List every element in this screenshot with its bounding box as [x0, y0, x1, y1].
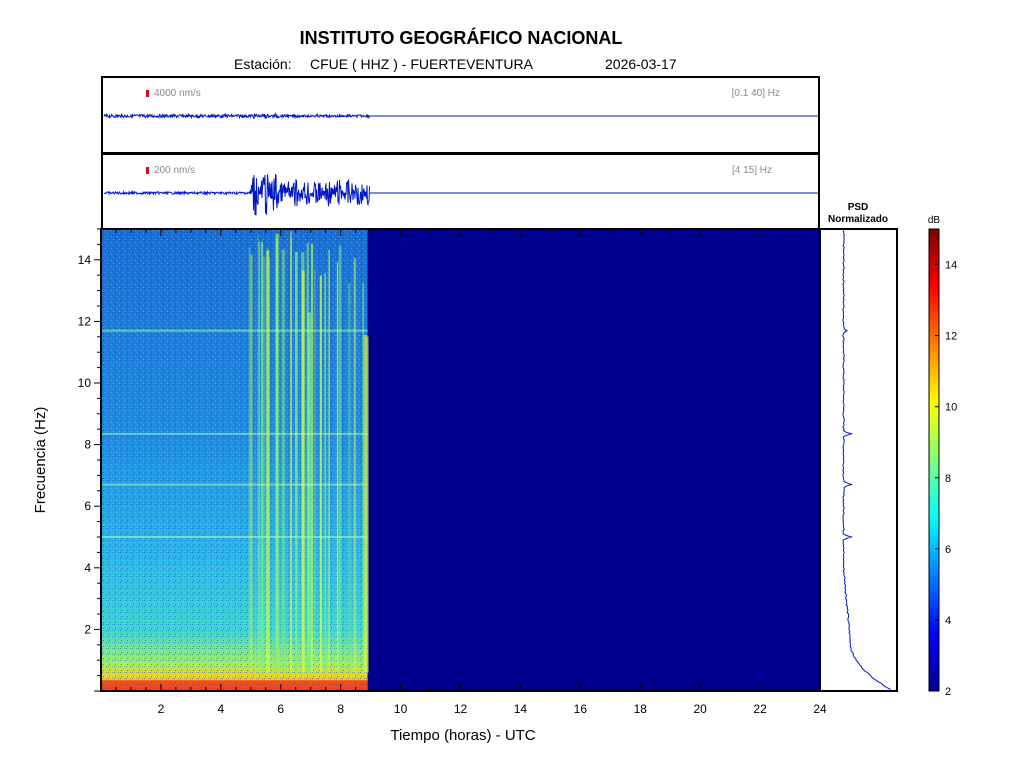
no-data-region [101, 229, 820, 691]
tremor-streak [260, 241, 264, 673]
y-tick-label: 8 [84, 438, 91, 452]
seismogram-trace-broadband [103, 112, 818, 120]
spectral-line [101, 329, 368, 332]
tremor-streak [257, 234, 259, 673]
tremor-streak [301, 252, 305, 673]
tremor-streak [250, 254, 253, 673]
tremor-streak [319, 275, 322, 673]
x-tick-label: 18 [634, 702, 648, 716]
trace-waveform [103, 174, 370, 216]
y-tick-label: 10 [78, 376, 92, 390]
y-tick-label: 6 [84, 499, 91, 513]
seismogram-panel-broadband: 4000 nm/s [0.1 40] Hz [101, 76, 820, 154]
tremor-streak [314, 268, 316, 673]
tremor-streak [275, 234, 279, 673]
spectrogram-noise [101, 229, 368, 691]
psd-frame [819, 228, 898, 692]
tremor-streak [290, 238, 292, 673]
tremor-streak [353, 258, 356, 673]
tremor-streak [308, 337, 310, 673]
colorbar-tick-label: 6 [945, 544, 951, 556]
tremor-streak [266, 250, 270, 673]
colorbar-tick-label: 8 [945, 473, 951, 485]
tremor-streak [338, 245, 342, 673]
colorbar [928, 228, 940, 692]
y-tick-label: 2 [84, 622, 91, 636]
seismogram-trace-filtered [103, 174, 818, 216]
tremor-streak [294, 251, 298, 673]
y-tick-label: 12 [78, 314, 92, 328]
trace-waveform [103, 112, 370, 120]
spectral-line [101, 536, 368, 538]
psd-title-line1: PSD [847, 202, 869, 213]
band-label: [4 15] Hz [731, 165, 772, 176]
tremor-streak [275, 239, 279, 673]
y-tick-label: 4 [84, 561, 91, 575]
colorbar-tick-label: 2 [945, 686, 951, 698]
x-tick-label: 22 [753, 702, 767, 716]
colorbar-tick-label: 14 [945, 260, 957, 272]
tremor-streak [306, 243, 309, 673]
tremor-streak [262, 256, 266, 673]
x-tick-label: 24 [813, 702, 827, 716]
y-tick-label: 14 [78, 253, 92, 267]
psd-curve [842, 228, 891, 690]
x-tick-label: 10 [394, 702, 408, 716]
tremor-streak [275, 233, 279, 673]
tremor-streak [267, 248, 269, 673]
tremor-streak [281, 249, 285, 673]
colorbar-tick-label: 4 [945, 615, 951, 627]
tremor-streak [289, 231, 292, 673]
x-tick-label: 16 [574, 702, 588, 716]
spectral-line [101, 483, 368, 486]
psd-title: PSD Normalizado [820, 202, 896, 226]
tremor-streak [268, 257, 271, 673]
colorbar-tick-label: 12 [945, 331, 957, 343]
low-frequency-band [101, 680, 368, 691]
amplitude-scale-bar [146, 167, 149, 174]
x-tick-label: 14 [514, 702, 528, 716]
chart-title: INSTITUTO GEOGRÁFICO NACIONAL [299, 28, 623, 48]
tremor-streak [248, 247, 251, 673]
x-tick-label: 20 [693, 702, 707, 716]
tremor-streak [348, 283, 351, 673]
station-name: CFUE ( HHZ ) - FUERTEVENTURA [310, 56, 533, 72]
spectral-line [101, 432, 368, 435]
x-tick-label: 2 [158, 702, 165, 716]
tremor-streak [363, 335, 368, 673]
x-tick-label: 12 [454, 702, 468, 716]
colorbar-tick-label: 10 [945, 402, 957, 414]
tremor-streak [336, 262, 339, 673]
amplitude-label: 4000 nm/s [154, 88, 201, 99]
x-tick-label: 6 [277, 702, 284, 716]
seismogram-panel-filtered: 200 nm/s [4 15] Hz [101, 153, 820, 231]
tremor-streak [307, 312, 311, 673]
psd-title-line2: Normalizado [827, 214, 888, 225]
tremor-streak [366, 336, 369, 673]
x-axis-label: Tiempo (horas) - UTC [390, 727, 535, 744]
tremor-streak [258, 241, 260, 673]
tremor-streak [301, 270, 305, 673]
date-label: 2026-03-17 [605, 56, 677, 72]
spectrogram-data-region [101, 229, 368, 691]
station-prefix: Estación: [234, 56, 292, 72]
tremor-streak [328, 249, 331, 673]
spectrogram-frame [100, 228, 821, 692]
tremor-streak [324, 273, 327, 673]
tremor-streak [306, 263, 309, 673]
colorbar-unit: dB [928, 215, 941, 226]
amplitude-scale-bar [146, 90, 149, 97]
band-label: [0.1 40] Hz [731, 88, 780, 99]
x-tick-label: 4 [217, 702, 224, 716]
x-tick-label: 8 [337, 702, 344, 716]
tremor-streak [311, 243, 314, 673]
tremor-streak [362, 282, 365, 673]
y-axis-label: Frecuencia (Hz) [32, 407, 49, 514]
amplitude-label: 200 nm/s [154, 165, 196, 176]
